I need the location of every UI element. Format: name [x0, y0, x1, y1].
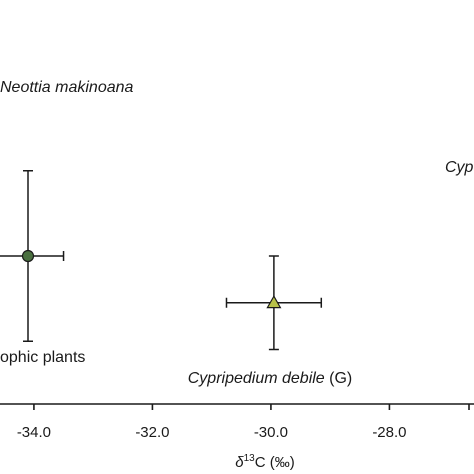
x-axis: -34.0 -32.0 -30.0 -28.0 — [0, 403, 474, 441]
annotation-part: (G) — [325, 370, 353, 387]
data-point-cypripedium — [266, 295, 282, 309]
x-axis-label-sup: 13 — [244, 453, 256, 464]
annotation-cypripedium-label: Cypripedium debile (G) — [188, 370, 353, 387]
x-axis-label-rest: C (‰) — [255, 454, 295, 471]
x-tick-label: -30.0 — [254, 424, 288, 441]
annotation-part: Neottia makinoana — [0, 79, 134, 96]
annotation-cyp-edge-label: Cyp — [445, 159, 474, 176]
annotation-part: Cyp — [445, 159, 474, 176]
annotation-neottia-label: Neottia makinoana — [0, 79, 134, 96]
x-tick-label: -28.0 — [372, 424, 406, 441]
annotations: Neottia makinoana ophic plants Cypripedium… — [0, 79, 474, 387]
annotation-part: ophic plants — [0, 349, 85, 366]
data-points — [21, 249, 282, 309]
annotation-part: Cypripedium debile — [188, 370, 325, 387]
x-axis-label-delta: δ — [235, 454, 244, 471]
x-tick-label: -34.0 — [17, 424, 51, 441]
x-axis-label: δ13C (‰) — [235, 453, 294, 471]
data-point-autotrophic — [21, 249, 35, 263]
x-tick-label: -32.0 — [135, 424, 169, 441]
annotation-autotrophic-label: ophic plants — [0, 349, 85, 366]
